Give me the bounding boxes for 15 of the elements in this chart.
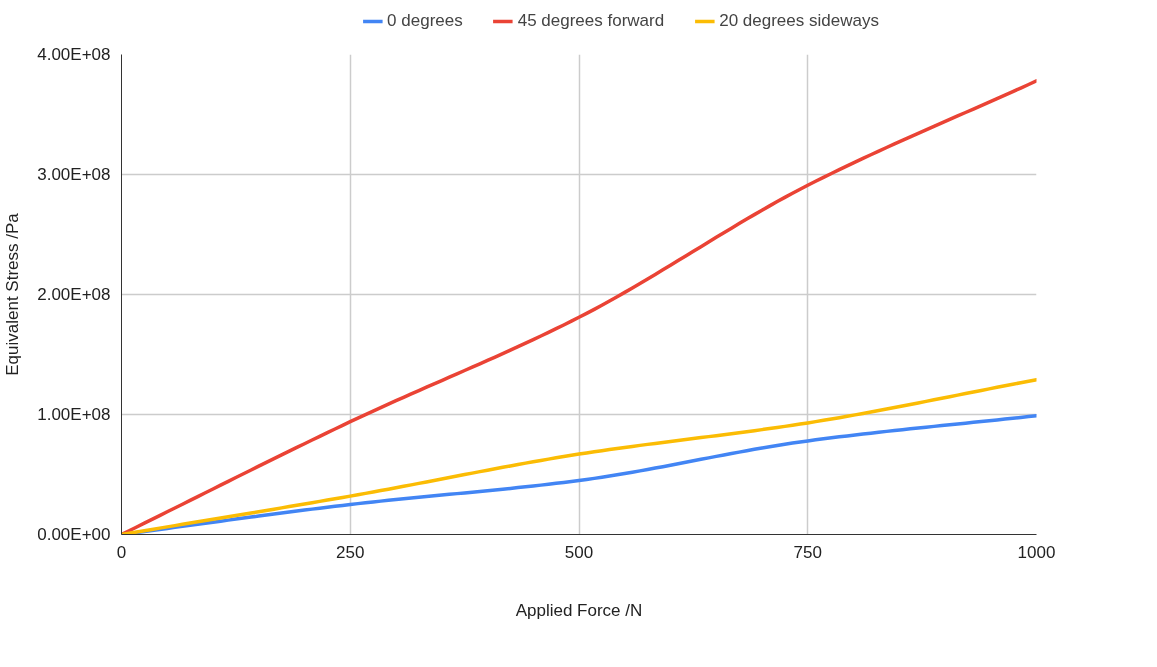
x-axis-title: Applied Force /N	[515, 600, 643, 620]
y-tick-label: 2.00E+08	[37, 285, 111, 304]
legend-label: 45 degrees forward	[517, 11, 665, 31]
legend-label: 0 degrees	[387, 11, 463, 31]
y-tick-label: 0.00E+00	[37, 525, 111, 544]
legend-label: 20 degrees sideways	[719, 11, 879, 31]
y-tick-label: 4.00E+08	[37, 45, 111, 64]
x-tick-label: 750	[793, 542, 822, 562]
x-tick-label: 1000	[1017, 542, 1056, 562]
y-axis-title: Equivalent Stress /Pa	[3, 212, 23, 376]
x-tick-label: 0	[116, 542, 127, 562]
x-tick-label: 250	[336, 542, 365, 562]
y-tick-label: 3.00E+08	[37, 165, 111, 184]
y-tick-label: 1.00E+08	[37, 405, 111, 424]
x-tick-label: 500	[564, 542, 594, 562]
